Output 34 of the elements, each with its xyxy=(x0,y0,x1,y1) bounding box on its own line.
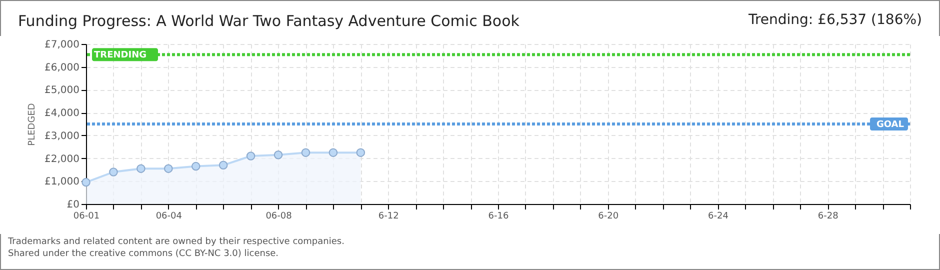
x-tick-label: 06-04 xyxy=(156,212,182,222)
y-tick-label: £2,000 xyxy=(44,154,80,165)
point xyxy=(356,148,366,157)
y-tick-label: £7,000 xyxy=(44,40,80,50)
y-tick-label: £4,000 xyxy=(44,108,80,120)
point xyxy=(301,148,310,157)
x-tick-label: 6-12 xyxy=(378,212,399,222)
x-tick-label: 6-20 xyxy=(598,212,619,222)
point xyxy=(109,168,118,176)
point xyxy=(191,162,200,171)
text: Shared under the creative commons (CC BY-NC 3.0) license. xyxy=(8,248,280,260)
x-tick-label: 06-08 xyxy=(266,212,292,222)
x-tick-label: 06-01 xyxy=(73,212,100,222)
x-tick-label: 6-28 xyxy=(818,212,839,222)
chart-subtitle: Trending: £6,537 (186%) xyxy=(748,12,922,28)
point xyxy=(218,160,228,170)
ref-line-label: GOAL xyxy=(876,120,904,130)
y-tick-label: £3,000 xyxy=(44,130,80,142)
y-axis-title: PLEDGED xyxy=(28,103,38,146)
x-tick-label: 6-16 xyxy=(488,212,509,222)
y-tick-label: £6,000 xyxy=(44,62,80,74)
point xyxy=(328,148,338,157)
y-tick-label: £0 xyxy=(66,200,80,210)
y-tick-label: £5,000 xyxy=(44,85,80,96)
chart-title: Funding Progress: A World War Two Fantasy Adventure Comic Book xyxy=(18,12,520,30)
ref-line-label: TRENDING xyxy=(94,50,146,61)
point xyxy=(82,178,90,187)
point xyxy=(246,152,256,160)
point xyxy=(164,164,173,173)
x-tick-label: 6-24 xyxy=(708,212,729,222)
text: Trademarks and related content are owned by their respective companies. xyxy=(8,236,344,248)
point xyxy=(136,164,146,173)
point xyxy=(274,150,283,160)
y-tick-label: £1,000 xyxy=(44,176,80,188)
